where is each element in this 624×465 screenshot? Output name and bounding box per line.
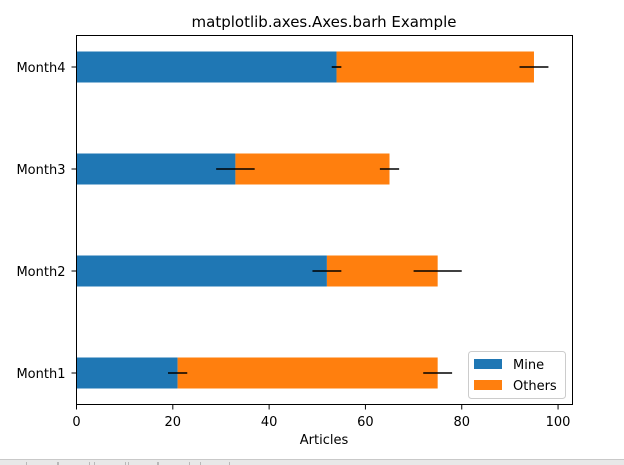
figure: matplotlib.axes.Axes.barh Example 0 20 40 6… xyxy=(16,13,573,448)
y-tick-label: Month1 xyxy=(16,367,65,382)
bars-group xyxy=(76,51,534,389)
y-axis: Month1 Month2 Month3 Month4 xyxy=(16,61,77,382)
legend-swatch-mine xyxy=(474,359,502,369)
x-tick-label: 100 xyxy=(546,415,571,430)
bar-others-month1 xyxy=(177,357,438,389)
plot-frame xyxy=(76,35,573,405)
pan-icon[interactable] xyxy=(128,462,158,465)
legend-label-mine: Mine xyxy=(513,358,544,373)
bar-mine-month3 xyxy=(76,153,236,185)
y-tick-label: Month3 xyxy=(16,163,65,178)
y-tick-label: Month2 xyxy=(16,265,65,280)
navigation-toolbar xyxy=(0,459,624,465)
zoom-icon[interactable] xyxy=(158,462,190,465)
y-tick-label: Month4 xyxy=(16,61,65,76)
back-icon[interactable] xyxy=(58,462,90,465)
home-icon[interactable] xyxy=(26,462,58,465)
bar-mine-month2 xyxy=(76,255,327,287)
save-icon[interactable] xyxy=(200,462,230,465)
x-tick-label: 80 xyxy=(453,415,470,430)
forward-icon[interactable] xyxy=(94,462,126,465)
bar-others-month3 xyxy=(235,153,390,185)
x-axis: 0 20 40 60 80 100 xyxy=(72,404,571,430)
x-axis-label: Articles xyxy=(300,433,349,448)
legend-label-others: Others xyxy=(513,379,557,394)
x-tick-label: 20 xyxy=(165,415,182,430)
bar-others-month4 xyxy=(336,51,534,83)
x-tick-label: 40 xyxy=(261,415,278,430)
legend-swatch-others xyxy=(474,380,502,390)
chart-title: matplotlib.axes.Axes.barh Example xyxy=(192,13,457,31)
x-tick-label: 0 xyxy=(72,415,80,430)
x-tick-label: 60 xyxy=(357,415,374,430)
legend: Mine Others xyxy=(468,351,566,399)
errorbars-group xyxy=(167,66,549,374)
bar-mine-month1 xyxy=(76,357,178,389)
bar-mine-month4 xyxy=(76,51,337,83)
